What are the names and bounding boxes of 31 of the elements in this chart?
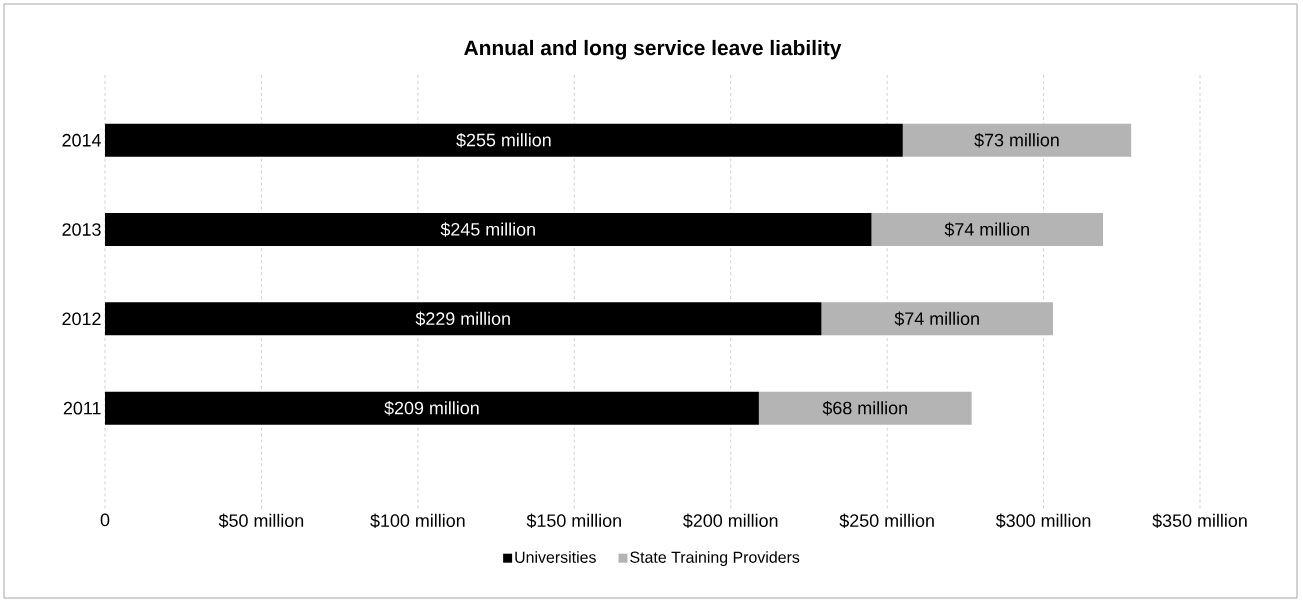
x-tick-label: $250 million <box>839 513 934 529</box>
data-label: $74 million <box>894 311 979 327</box>
x-tick-label: $300 million <box>995 513 1091 529</box>
y-tick-label: 2013 <box>62 223 101 236</box>
x-tick-label: 0 <box>100 513 110 527</box>
bar <box>871 213 1104 247</box>
legend-label: Universities <box>515 551 596 563</box>
bar <box>758 391 972 425</box>
bar <box>105 302 822 336</box>
x-tick-label: $100 million <box>370 513 465 529</box>
bar <box>105 213 872 247</box>
data-label: $74 million <box>944 222 1029 237</box>
data-label: $229 million <box>415 311 510 327</box>
x-tick-label: $200 million <box>683 513 778 529</box>
x-tick-label: $50 million <box>218 513 304 529</box>
y-tick-label: 2011 <box>63 401 101 415</box>
y-tick-label: 2014 <box>62 133 101 147</box>
chart-title: Annual and long service leave liability <box>464 39 842 60</box>
bar <box>821 302 1053 336</box>
data-label: $209 million <box>384 400 479 416</box>
data-label: $68 million <box>822 400 907 416</box>
x-tick-label: $350 million <box>1152 513 1247 529</box>
y-tick-label: 2012 <box>62 312 101 326</box>
x-tick-label: $150 million <box>526 513 621 529</box>
legend-label: State Training Providers <box>630 551 800 567</box>
bar <box>105 123 903 157</box>
bar <box>902 123 1132 157</box>
data-label: $255 million <box>456 132 551 148</box>
data-label: $245 million <box>440 222 535 237</box>
data-label: $73 million <box>974 132 1059 148</box>
bar <box>105 391 759 425</box>
